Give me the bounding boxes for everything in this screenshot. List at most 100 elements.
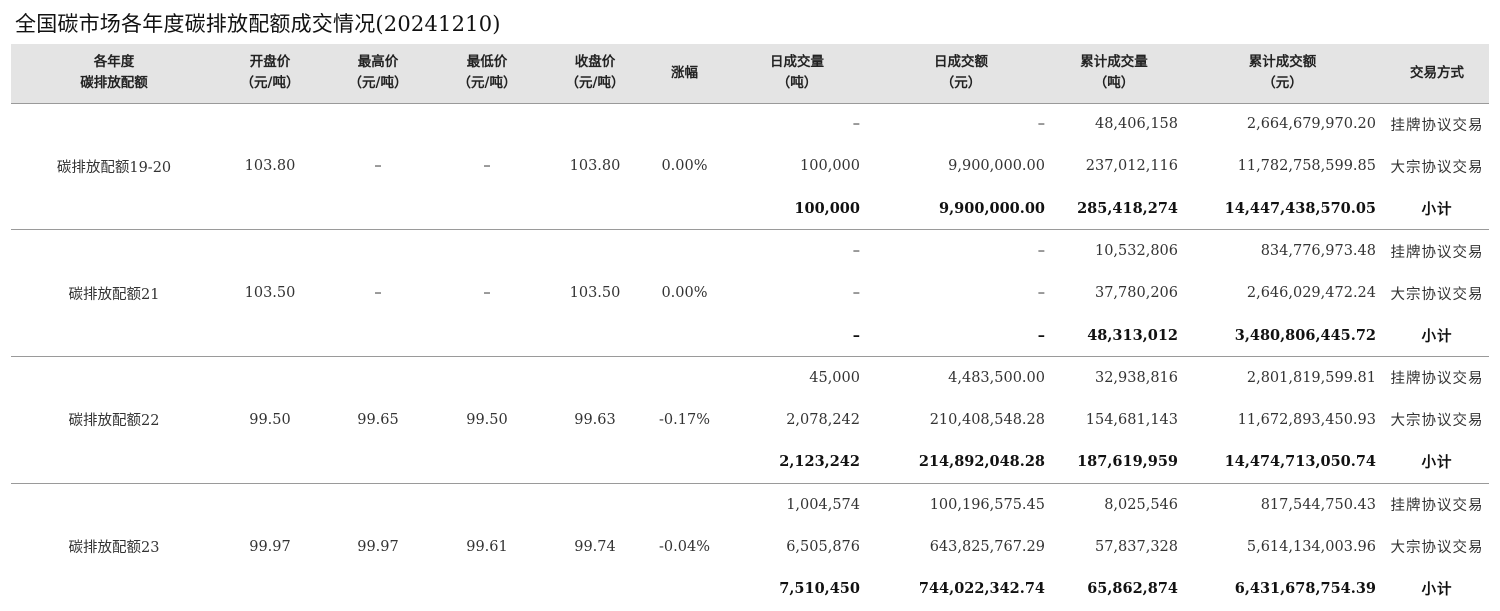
daily-volume: 7,510,450 [779,580,860,598]
high-price: – [323,102,433,230]
table-row: 碳排放配额19-20 103.80 – – 103.80 0.00% – – 4… [11,102,1489,230]
trade-method: 大宗协议交易 [1390,413,1484,430]
header-daily-volume: 日成交量 （吨） [770,54,824,92]
open-price: 99.97 [217,482,323,610]
low-price: – [433,229,541,357]
header-daily-amount: 日成交额 （元） [934,54,988,92]
cumulative-volume: 154,681,143 [1085,411,1178,428]
low-price: – [433,102,541,230]
daily-amount: 744,022,342.74 [918,580,1045,598]
daily-volume: 45,000 [720,355,874,399]
daily-volume: 2,078,242 [786,411,860,428]
daily-amount: 210,408,548.28 [929,411,1045,428]
low-price: 99.50 [433,356,541,484]
table-row: 6,505,876 643,825,767.29 57,837,328 5,61… [11,526,1489,568]
table-row: 碳排放配额23 99.97 99.97 99.61 99.74 -0.04% 1… [11,482,1489,610]
carbon-quota-table: 各年度 碳排放配额 开盘价 （元/吨） 最高价 （元/吨） 最低价 （元/吨） 收盘价（… [11,44,1489,610]
daily-volume: – [852,285,860,302]
close-price: 99.74 [541,482,649,610]
daily-volume: 100,000 [800,158,860,175]
high-price: – [323,229,433,357]
daily-amount: 214,892,048.28 [918,453,1045,471]
daily-volume: 1,004,574 [720,482,874,526]
cumulative-volume: 237,012,116 [1085,158,1178,175]
daily-amount: 9,900,000.00 [939,199,1045,217]
header-high-price: 最高价 （元/吨） [348,54,408,92]
close-price: 103.50 [541,229,649,357]
cumulative-amount: 834,776,973.48 [1180,229,1385,272]
trade-method: 大宗协议交易 [1390,286,1484,303]
cumulative-volume: 8,025,546 [1048,482,1180,526]
trade-method: 挂牌协议交易 [1385,102,1489,146]
table-row: 碳排放配额21 103.50 – – 103.50 0.00% – – 10,5… [11,229,1489,357]
cumulative-amount: 11,672,893,450.93 [1237,411,1376,428]
daily-amount: 4,483,500.00 [874,355,1048,399]
trade-method: 挂牌协议交易 [1385,229,1489,272]
page-title: 全国碳市场各年度碳排放配额成交情况(20241210) [15,12,501,36]
open-price: 103.50 [217,229,323,357]
header-cumulative-volume: 累计成交量 （吨） [1080,54,1148,92]
daily-volume: 2,123,242 [779,453,860,471]
subtotal-row: – – 48,313,012 3,480,806,445.72 小计 [11,314,1489,356]
header-trade-method: 交易方式 [1410,64,1464,81]
allowance-name: 碳排放配额22 [11,356,217,484]
table-row: 2,078,242 210,408,548.28 154,681,143 11,… [11,399,1489,441]
subtotal-row: 7,510,450 744,022,342.74 65,862,874 6,43… [11,568,1489,610]
daily-amount: 643,825,767.29 [929,538,1045,555]
trade-method: 大宗协议交易 [1390,540,1484,557]
cumulative-amount: 14,474,713,050.74 [1224,453,1376,471]
daily-volume: – [720,229,874,272]
daily-volume: 6,505,876 [786,538,860,555]
daily-amount: – [1037,285,1045,302]
cumulative-amount: 3,480,806,445.72 [1234,326,1376,344]
trade-method: 挂牌协议交易 [1385,482,1489,526]
cumulative-amount: 6,431,678,754.39 [1234,580,1376,598]
close-price: 103.80 [541,102,649,230]
cumulative-volume: 32,938,816 [1048,355,1180,399]
high-price: 99.65 [323,356,433,484]
cumulative-volume: 48,313,012 [1087,326,1178,344]
price-change: 0.00% [649,102,720,230]
cumulative-volume: 187,619,959 [1077,453,1178,471]
table-row: 碳排放配额22 99.50 99.65 99.50 99.63 -0.17% 4… [11,355,1489,484]
cumulative-volume: 37,780,206 [1094,285,1178,302]
daily-volume: – [852,326,860,344]
daily-amount: – [874,102,1048,146]
header-open-price: 开盘价 （元/吨） [240,54,300,92]
subtotal-row: 100,000 9,900,000.00 285,418,274 14,447,… [11,188,1489,230]
header-low-price: 最低价 （元/吨） [457,54,517,92]
trade-method: 小计 [1421,200,1453,218]
header-close-price: 收盘价 （元/吨） [565,54,625,92]
daily-volume: 100,000 [794,199,860,217]
table-row: – – 37,780,206 2,646,029,472.24 大宗协议交易 [11,272,1489,314]
cumulative-volume: 65,862,874 [1087,580,1178,598]
header-change: 涨幅 [671,64,698,81]
price-change: 0.00% [649,229,720,357]
price-change: -0.17% [649,356,720,484]
cumulative-amount: 14,447,438,570.05 [1224,199,1376,217]
cumulative-amount: 817,544,750.43 [1180,482,1385,526]
cumulative-amount: 2,646,029,472.24 [1246,285,1376,302]
open-price: 99.50 [217,356,323,484]
low-price: 99.61 [433,482,541,610]
price-change: -0.04% [649,482,720,610]
cumulative-volume: 10,532,806 [1048,229,1180,272]
allowance-name: 碳排放配额19-20 [11,102,217,230]
header-allowance-year: 各年度 碳排放配额 [80,54,148,92]
daily-amount: – [1037,326,1045,344]
trade-method: 小计 [1421,581,1453,599]
cumulative-amount: 2,801,819,599.81 [1180,355,1385,399]
daily-amount: – [874,229,1048,272]
table-row: 100,000 9,900,000.00 237,012,116 11,782,… [11,145,1489,187]
allowance-name: 碳排放配额23 [11,482,217,610]
trade-method: 小计 [1421,454,1453,472]
header-cumulative-amount: 累计成交额 （元） [1248,54,1317,92]
high-price: 99.97 [323,482,433,610]
allowance-name: 碳排放配额21 [11,229,217,357]
close-price: 99.63 [541,356,649,484]
cumulative-volume: 48,406,158 [1048,102,1180,146]
cumulative-amount: 11,782,758,599.85 [1237,158,1376,175]
open-price: 103.80 [217,102,323,230]
daily-amount: 100,196,575.45 [874,482,1048,526]
cumulative-amount: 5,614,134,003.96 [1246,538,1376,555]
